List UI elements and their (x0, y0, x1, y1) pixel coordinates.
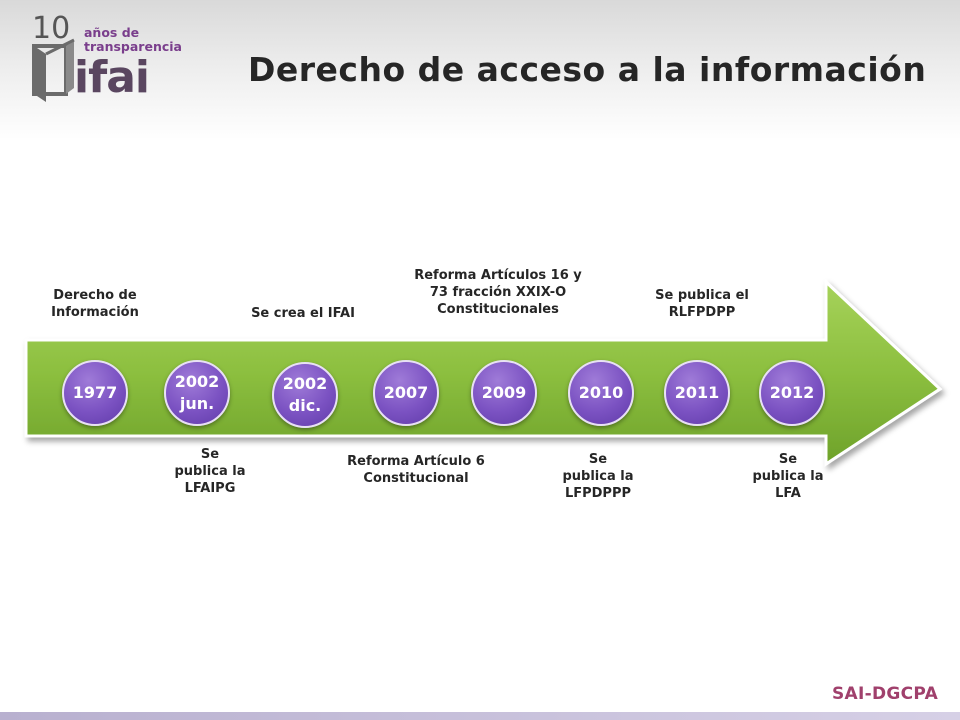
footer-band (0, 712, 960, 720)
page-title: Derecho de acceso a la información (248, 50, 927, 89)
timeline-node-2002-dic: 2002 dic. (272, 362, 338, 428)
timeline-node-1977: 1977 (62, 360, 128, 426)
logo-brand: ifai (74, 52, 150, 103)
logo-line1: años de (84, 25, 140, 40)
label-below-2010: Se publica la LFPDPPP (562, 452, 634, 501)
timeline-node-2009: 2009 (471, 360, 537, 426)
label-below-2002-jun: Se publica la LFAIPG (174, 447, 246, 496)
timeline-node-2007: 2007 (373, 360, 439, 426)
timeline-node-2011: 2011 (664, 360, 730, 426)
timeline-node-2010: 2010 (568, 360, 634, 426)
footer-badge: SAI-DGCPA (832, 684, 939, 704)
label-above-2002-dic: Se crea el IFAI (251, 306, 355, 321)
label-below-2007: Reforma Artículo 6 Constitucional (347, 454, 485, 486)
label-above-1977: Derecho de Información (51, 288, 139, 320)
logo-box-icon (32, 38, 75, 102)
label-above-2011: Se publica el RLFPDPP (655, 288, 749, 320)
header-band (0, 0, 960, 140)
logo-number: 10 (32, 11, 71, 46)
timeline-node-2012: 2012 (759, 360, 825, 426)
timeline-node-2002-jun: 2002 jun. (164, 360, 230, 426)
label-below-2012: Se publica la LFA (752, 452, 824, 501)
logo-line2: transparencia (84, 39, 182, 54)
ifai-logo: 10 años de transparencia ifai (24, 10, 184, 110)
label-above-2009: Reforma Artículos 16 y 73 fracción XXIX-… (414, 268, 582, 317)
